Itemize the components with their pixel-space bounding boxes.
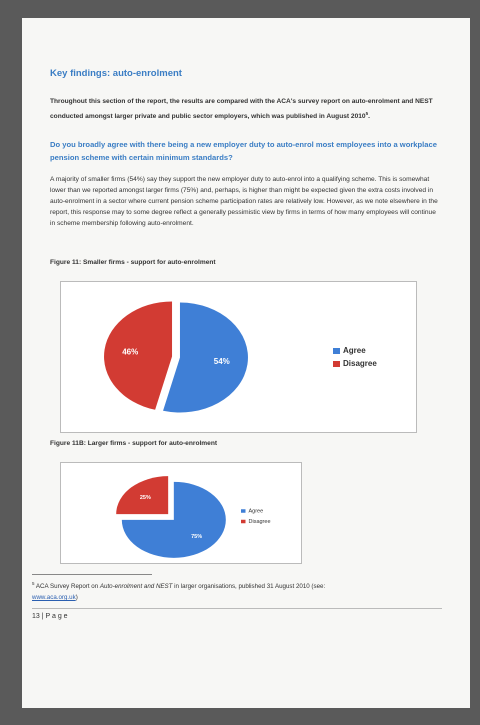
- footnote-text: ACA Survey Report on: [35, 583, 100, 591]
- data-label: 75%: [191, 534, 202, 540]
- page: Key findings: auto-enrolment Throughout …: [22, 18, 470, 708]
- footnote-number: 5: [32, 581, 35, 586]
- page-number: 13 | P a g e: [32, 613, 68, 620]
- footnote-title: Auto-enrolment and NEST: [99, 583, 173, 591]
- footnote-ref: 5: [365, 111, 369, 116]
- legend-label: Agree: [343, 346, 366, 355]
- legend-label: Disagree: [343, 359, 377, 368]
- body: A majority of smaller firms (54%) say th…: [50, 176, 438, 227]
- legend-swatch: [241, 519, 246, 524]
- footnote-text: in larger organisations, published 31 Au…: [172, 583, 326, 591]
- chart: 75% 25% Agree Disagree: [116, 476, 271, 558]
- footnote-link[interactable]: www.aca.org.uk: [32, 594, 76, 602]
- legend-swatch: [333, 348, 340, 354]
- footer-rule: [32, 608, 442, 609]
- intro-text: Throughout this section of the report, t…: [50, 98, 433, 121]
- pie-slice: [121, 481, 226, 558]
- footnote: 5 ACA Survey Report on Auto-enrolment an…: [32, 578, 442, 603]
- chart-box: 54% 46% Agree Disagree: [60, 281, 417, 433]
- figure-caption: Figure 11B: Larger firms - support for a…: [50, 440, 218, 447]
- legend-label: Disagree: [249, 519, 271, 525]
- legend-swatch: [241, 509, 246, 513]
- pie-slice: [116, 476, 169, 515]
- pie-slice: [104, 301, 173, 410]
- data-label: 54%: [214, 357, 230, 366]
- intro-end: .: [368, 113, 370, 121]
- chart-box: 75% 25% Agree Disagree: [60, 462, 302, 564]
- intro: Throughout this section of the report, t…: [50, 96, 440, 123]
- legend-swatch: [333, 361, 340, 367]
- question: Do you broadly agree with there being a …: [50, 140, 437, 162]
- footnote-rule: [32, 574, 152, 575]
- footnote-text: ): [75, 594, 78, 602]
- data-label: 46%: [122, 347, 138, 356]
- legend-label: Agree: [249, 508, 264, 514]
- data-label: 25%: [140, 495, 151, 501]
- figure-caption: Figure 11: Smaller firms - support for a…: [50, 259, 216, 266]
- chart: 54% 46% Agree Disagree: [104, 301, 377, 413]
- heading: Key findings: auto-enrolment: [50, 68, 182, 79]
- pie-slice: [163, 302, 248, 413]
